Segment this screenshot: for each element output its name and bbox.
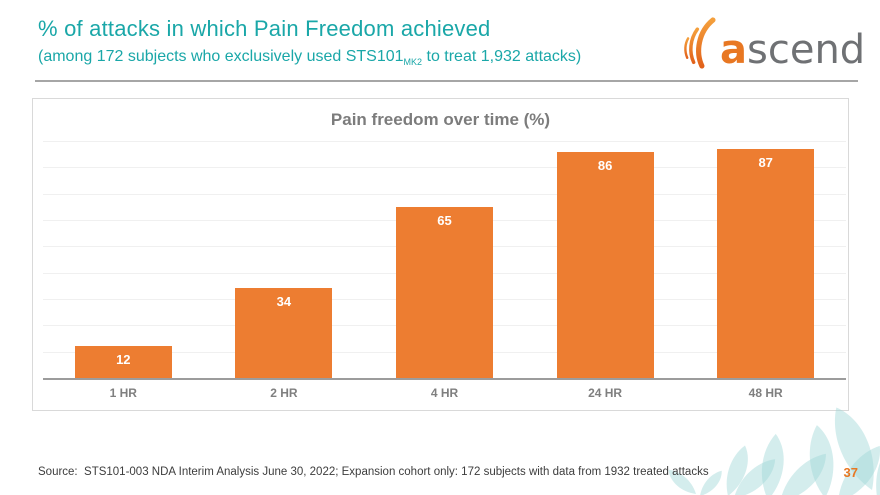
subtitle-text-end: to treat 1,932 attacks) [422, 48, 582, 65]
bar-48-hr: 87 [717, 148, 815, 378]
page-number: 37 [843, 465, 858, 480]
bar-value-label: 87 [758, 154, 773, 170]
logo-accent-letter: a [720, 27, 747, 73]
x-axis-label-4-hr: 4 HR [430, 386, 459, 400]
bar-value-label: 65 [437, 212, 452, 228]
header-divider [35, 80, 858, 82]
gridline [43, 141, 846, 142]
bar-value-label: 12 [116, 352, 131, 368]
x-axis-label-1-hr: 1 HR [109, 386, 137, 400]
gridline [43, 193, 846, 195]
bar-value-label: 34 [276, 294, 292, 310]
gridline [43, 167, 846, 169]
x-axis-line [43, 378, 846, 380]
bar-4-hr: 65 [396, 206, 493, 378]
subtitle-subscript: MK2 [403, 57, 423, 68]
bar-2-hr: 34 [235, 288, 333, 378]
chart-title: Pain freedom over time (%) [330, 110, 551, 129]
bar-24-hr: 86 [556, 151, 654, 378]
bar-value-label: 86 [597, 157, 613, 173]
x-axis-label-48-hr: 48 HR [748, 386, 783, 400]
ascend-logo: ascend [678, 8, 873, 72]
x-axis-labels: 1 HR 2 HR 4 HR 24 HR 48 HR [33, 386, 848, 406]
page-subtitle: (among 172 subjects who exclusively used… [38, 48, 581, 67]
subtitle-text: (among 172 subjects who exclusively used… [38, 48, 404, 65]
page-title: % of attacks in which Pain Freedom achie… [38, 16, 491, 41]
flame-icon [684, 17, 716, 69]
chart-card: Pain freedom over time (%) 12 34 65 86 87 1 … [32, 98, 849, 411]
logo-wordmark: ascend [720, 30, 865, 70]
x-axis-label-24-hr: 24 HR [588, 386, 623, 400]
source-note: Source: STS101-003 NDA Interim Analysis … [38, 466, 709, 478]
logo-rest-letters: scend [747, 27, 866, 73]
x-axis-label-2-hr: 2 HR [270, 386, 298, 400]
plot-area: 12 34 65 86 87 [43, 141, 846, 379]
bar-1-hr: 12 [74, 346, 172, 378]
